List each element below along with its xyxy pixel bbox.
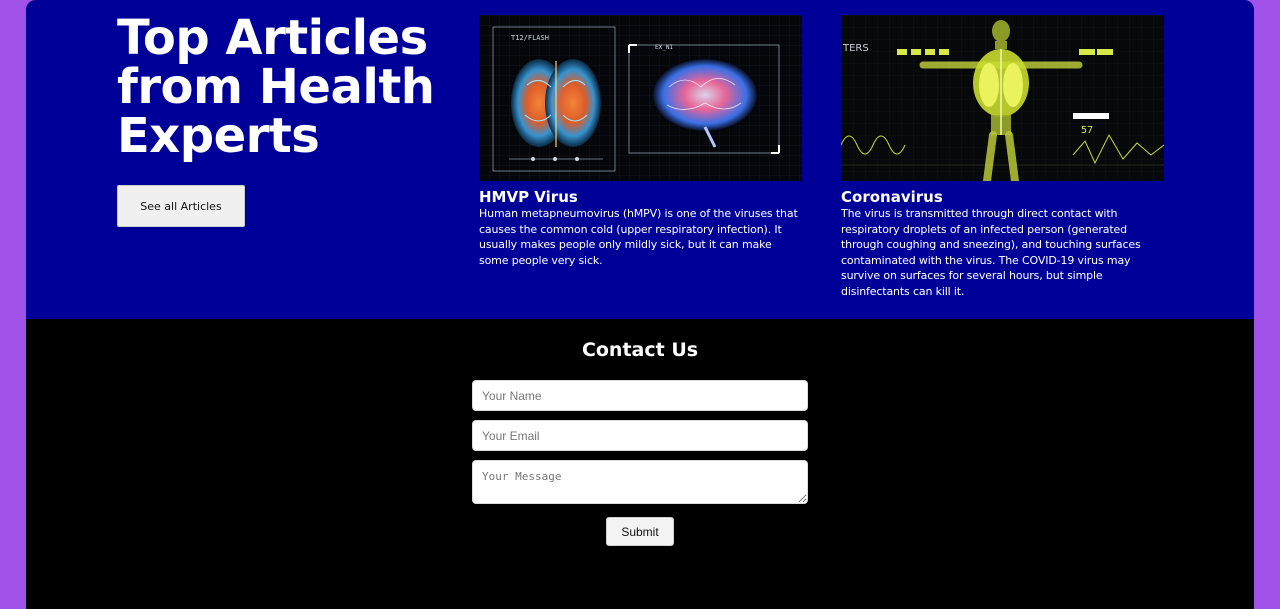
article-card-coronavirus[interactable]: TERS 57 — [841, 15, 1165, 300]
article-card-hmvp[interactable]: T12/FLASH EX_NI HMVP Virus Human metapne… — [479, 15, 803, 268]
article-title: Coronavirus — [841, 188, 943, 206]
article-summary: The virus is transmitted through direct … — [841, 207, 1141, 298]
article-image-brain-scan[interactable]: T12/FLASH EX_NI — [479, 15, 802, 181]
article-summary: Human metapneumovirus (hMPV) is one of t… — [479, 207, 798, 267]
contact-title: Contact Us — [581, 339, 699, 361]
scan-label-left: T12/FLASH — [511, 34, 549, 42]
scan-label-right: EX_NI — [655, 44, 673, 51]
email-field[interactable] — [472, 420, 808, 451]
scan-corner-text: TERS — [842, 43, 869, 54]
articles-section: Top Articles from Health Experts See all… — [26, 0, 1254, 319]
name-field[interactable] — [472, 380, 808, 411]
article-image-body-scan[interactable]: TERS 57 — [841, 15, 1164, 181]
page-frame: Top Articles from Health Experts See all… — [26, 0, 1254, 609]
submit-button[interactable]: Submit — [606, 517, 674, 546]
scan-readout: 57 — [1081, 125, 1093, 136]
hero-title: Top Articles from Health Experts — [117, 10, 435, 164]
article-title: HMVP Virus — [479, 188, 578, 206]
see-all-articles-button[interactable]: See all Articles — [117, 185, 245, 227]
message-field[interactable] — [472, 460, 808, 504]
